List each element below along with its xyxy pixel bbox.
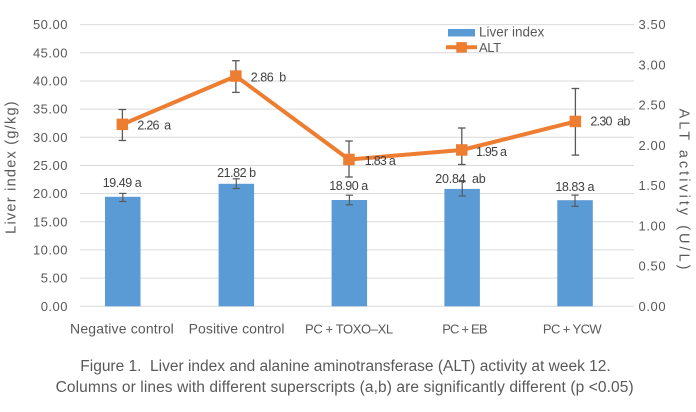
svg-text:20.84 ab: 20.84 ab — [435, 172, 486, 186]
svg-text:19.49 a: 19.49 a — [103, 176, 142, 190]
svg-text:Figure 1. Liver index and ala: Figure 1. Liver index and alanine aminot… — [80, 358, 610, 375]
svg-text:PC + TOXO–XL: PC + TOXO–XL — [305, 322, 393, 337]
svg-text:50.00: 50.00 — [33, 17, 68, 32]
svg-text:PC + YCW: PC + YCW — [543, 322, 602, 337]
svg-text:15.00: 15.00 — [33, 214, 68, 229]
svg-text:2.30 ab: 2.30 ab — [590, 114, 630, 128]
svg-text:3.00: 3.00 — [639, 57, 667, 72]
svg-text:Liver index (g/kg): Liver index (g/kg) — [4, 100, 20, 234]
svg-text:2.26 a: 2.26 a — [137, 119, 171, 133]
svg-text:Liver index: Liver index — [479, 25, 545, 40]
svg-text:2.50: 2.50 — [639, 98, 667, 113]
svg-text:5.00: 5.00 — [41, 271, 68, 286]
svg-text:45.00: 45.00 — [33, 45, 68, 60]
svg-text:Positive control: Positive control — [189, 321, 285, 337]
svg-text:25.00: 25.00 — [33, 158, 68, 173]
svg-text:1.50: 1.50 — [639, 178, 667, 193]
svg-text:2.86 b: 2.86 b — [251, 70, 287, 84]
svg-text:Columns or lines with differen: Columns or lines with different superscr… — [56, 379, 634, 396]
svg-text:2.00: 2.00 — [639, 138, 667, 153]
svg-text:35.00: 35.00 — [33, 102, 68, 117]
svg-text:10.00: 10.00 — [33, 242, 68, 257]
svg-text:20.00: 20.00 — [33, 186, 68, 201]
svg-text:18.83 a: 18.83 a — [555, 180, 594, 194]
svg-text:40.00: 40.00 — [33, 74, 68, 89]
svg-text:3.50: 3.50 — [639, 17, 667, 32]
svg-text:0.00: 0.00 — [41, 299, 68, 314]
svg-text:30.00: 30.00 — [33, 130, 68, 145]
svg-text:0.00: 0.00 — [639, 299, 667, 314]
svg-text:0.50: 0.50 — [639, 259, 667, 274]
svg-text:ALT: ALT — [479, 40, 501, 55]
svg-text:1.00: 1.00 — [639, 218, 667, 233]
svg-text:21.82 b: 21.82 b — [217, 166, 256, 180]
svg-text:18.90 a: 18.90 a — [329, 179, 368, 193]
svg-text:Negative control: Negative control — [70, 321, 174, 337]
svg-text:PC + EB: PC + EB — [442, 322, 487, 337]
svg-text:1.83 a: 1.83 a — [365, 154, 396, 168]
svg-text:1.95 a: 1.95 a — [476, 145, 507, 159]
svg-text:ALT activity (U/L): ALT activity (U/L) — [676, 109, 692, 273]
